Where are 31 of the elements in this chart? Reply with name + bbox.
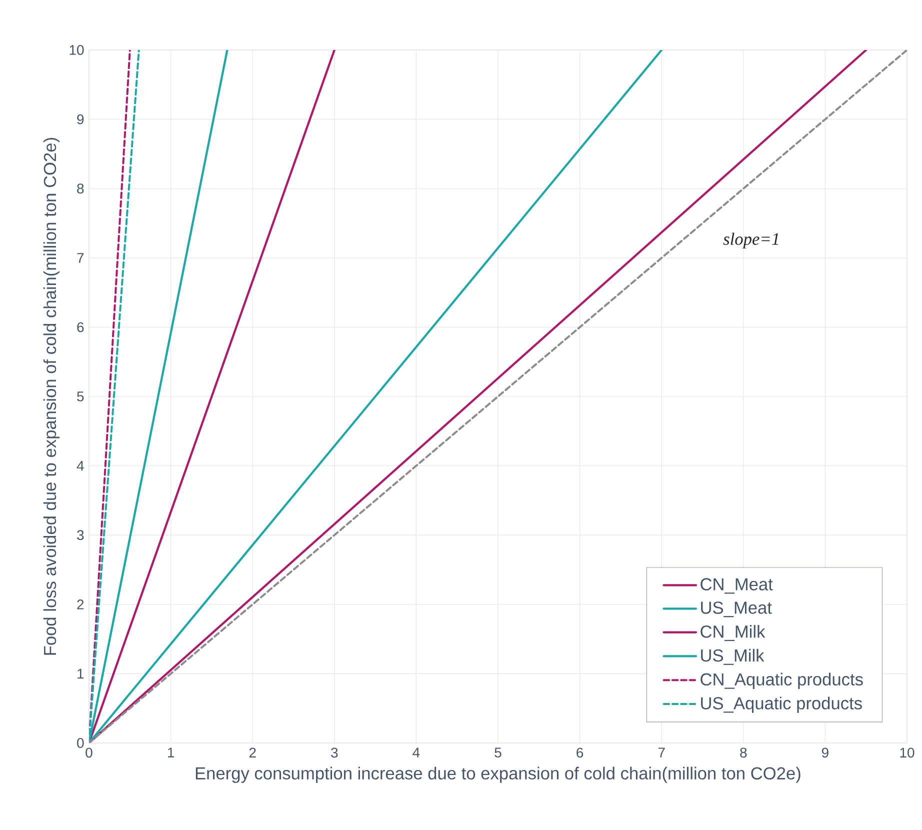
x-tick-label: 1 <box>168 748 174 758</box>
x-tick-label: 5 <box>494 748 502 758</box>
legend-label: CN_Aquatic products <box>700 672 863 689</box>
x-tick-label: 2 <box>249 748 256 758</box>
y-tick-label: 10 <box>70 45 84 55</box>
y-tick-label: 7 <box>77 253 84 263</box>
y-tick-label: 0 <box>77 738 84 748</box>
legend-label: CN_Meat <box>700 578 773 594</box>
y-tick-label: 4 <box>76 460 84 471</box>
legend-label: CN_Milk <box>700 625 766 642</box>
x-tick-label: 9 <box>822 748 828 758</box>
legend-label: US_Aquatic products <box>701 696 862 713</box>
y-tick-label: 9 <box>77 114 84 124</box>
x-axis-title: Energy consumption increase due to expansion of cold chain(million ton CO2e) <box>196 766 800 783</box>
legend-label: US_Milk <box>701 648 764 665</box>
x-tick-label: 6 <box>576 748 584 758</box>
x-tick-label: 8 <box>740 748 747 758</box>
y-tick-label: 6 <box>77 322 84 332</box>
y-tick-label: 1 <box>78 668 84 678</box>
y-axis-title: Food loss avoided due to expansion of cold chain(million ton CO2e) <box>43 138 60 655</box>
x-tick-label: 3 <box>331 748 338 758</box>
x-tick-label: 7 <box>658 748 665 758</box>
y-tick-label: 2 <box>77 600 84 610</box>
x-tick-label: 4 <box>412 748 420 758</box>
legend-label: US_Meat <box>701 602 772 618</box>
annotation: slope=1 <box>723 232 778 248</box>
x-tick-label: 0 <box>86 748 92 758</box>
x-tick-label: 10 <box>900 748 914 758</box>
y-tick-label: 8 <box>77 184 84 194</box>
y-tick-label: 5 <box>77 392 84 402</box>
y-tick-label: 3 <box>77 530 84 540</box>
